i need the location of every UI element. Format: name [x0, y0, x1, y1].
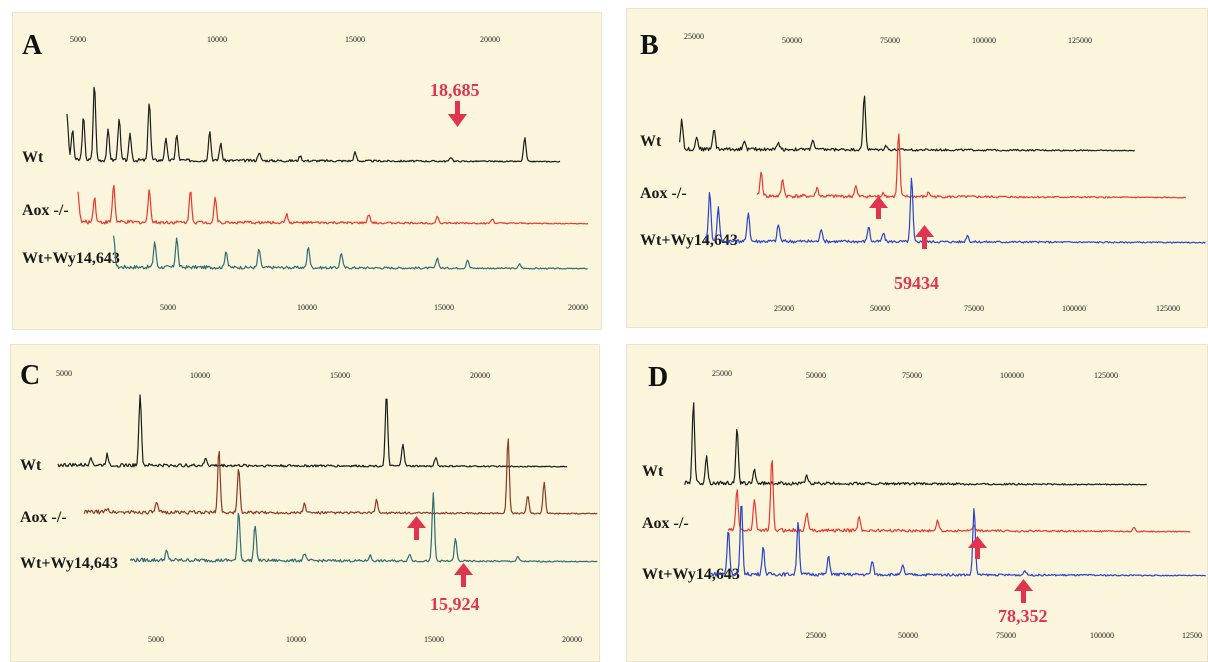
panel-d: D 25000 50000 75000 100000 125000 25000 … — [626, 344, 1208, 662]
spectrum-trace-wt — [66, 86, 561, 163]
tick-label: 5000 — [70, 35, 86, 44]
peak-annotation: 78,352 — [998, 606, 1048, 626]
tick-label: 15000 — [330, 371, 350, 380]
panel-letter: B — [640, 30, 659, 61]
series-label-aox: Aox -/- — [22, 202, 69, 219]
panel-a: A 5000 10000 15000 20000 5000 10000 1500… — [12, 12, 602, 330]
bottom-axis-ticks: 25000 50000 75000 100000 125000 — [774, 304, 1180, 313]
series-label-wt: Wt — [22, 149, 44, 166]
tick-label: 75000 — [902, 371, 922, 380]
panel-letter: D — [648, 362, 668, 393]
tick-label: 125000 — [1068, 36, 1092, 45]
series-label-wt-wy: Wt+Wy14,643 — [20, 555, 118, 572]
tick-label: 75000 — [880, 36, 900, 45]
series-label-aox: Aox -/- — [20, 509, 67, 526]
tick-label: 5000 — [148, 635, 164, 644]
tick-label: 15000 — [434, 303, 454, 312]
spectrum-trace-wt — [679, 95, 1135, 152]
tick-label: 50000 — [806, 371, 826, 380]
up-arrow-icon — [1014, 579, 1033, 603]
tick-label: 15000 — [345, 35, 365, 44]
panel-letter: A — [22, 30, 43, 61]
tick-label: 100000 — [1000, 371, 1024, 380]
spectrum-trace-wt — [684, 402, 1147, 486]
panel-d-svg: D 25000 50000 75000 100000 125000 25000 … — [642, 362, 1206, 640]
tick-label: 125000 — [1156, 304, 1180, 313]
peak-annotation: 18,685 — [430, 80, 480, 100]
tick-label: 20000 — [568, 303, 588, 312]
spectrum-trace-aox — [756, 133, 1187, 199]
panel-b: B 25000 50000 75000 100000 125000 25000 … — [626, 8, 1208, 328]
series-label-wt: Wt — [642, 463, 664, 480]
panel-b-svg: B 25000 50000 75000 100000 125000 25000 … — [640, 30, 1206, 313]
tick-label: 25000 — [684, 32, 704, 41]
spectrum-trace-aox — [77, 184, 589, 225]
spectrum-trace-aox — [83, 438, 598, 515]
tick-label: 50000 — [870, 304, 890, 313]
up-arrow-icon — [454, 563, 473, 587]
bottom-axis-ticks: 5000 10000 15000 20000 — [148, 635, 582, 644]
series-label-wt: Wt — [20, 457, 42, 474]
tick-label: 25000 — [806, 631, 826, 640]
spectrum-trace-wt-wy — [113, 235, 588, 270]
series-label-aox: Aox -/- — [642, 515, 689, 532]
peak-annotation: 59434 — [894, 273, 939, 293]
tick-label: 20000 — [562, 635, 582, 644]
spectrum-trace-aox — [727, 460, 1191, 533]
up-arrow-icon — [407, 516, 426, 540]
top-axis-ticks: 25000 50000 75000 100000 125000 — [684, 32, 1092, 45]
tick-label: 12500 — [1182, 631, 1202, 640]
tick-label: 50000 — [898, 631, 918, 640]
panel-a-svg: A 5000 10000 15000 20000 5000 10000 1500… — [22, 30, 589, 312]
tick-label: 5000 — [160, 303, 176, 312]
up-arrow-icon — [915, 225, 934, 249]
series-label-aox: Aox -/- — [640, 185, 687, 202]
tick-label: 100000 — [972, 36, 996, 45]
up-arrow-icon — [869, 196, 888, 219]
tick-label: 10000 — [286, 635, 306, 644]
bottom-axis-ticks: 5000 10000 15000 20000 — [160, 303, 588, 312]
panel-c-svg: C 5000 10000 15000 20000 5000 10000 1500… — [20, 360, 598, 644]
tick-label: 5000 — [56, 369, 72, 378]
spectrum-trace-wt-wy — [129, 492, 598, 563]
tick-label: 75000 — [964, 304, 984, 313]
top-axis-ticks: 5000 10000 15000 20000 — [56, 369, 490, 380]
tick-label: 100000 — [1090, 631, 1114, 640]
tick-label: 15000 — [424, 635, 444, 644]
top-axis-ticks: 25000 50000 75000 100000 125000 — [712, 369, 1118, 380]
panel-c: C 5000 10000 15000 20000 5000 10000 1500… — [10, 344, 600, 662]
tick-label: 20000 — [480, 35, 500, 44]
top-axis-ticks: 5000 10000 15000 20000 — [70, 35, 500, 44]
down-arrow-icon — [448, 101, 467, 127]
spectrum-trace-wt-wy — [704, 177, 1206, 244]
tick-label: 25000 — [712, 369, 732, 378]
tick-label: 75000 — [996, 631, 1016, 640]
series-label-wt-wy: Wt+Wy14,643 — [22, 250, 120, 267]
tick-label: 125000 — [1094, 371, 1118, 380]
tick-label: 100000 — [1062, 304, 1086, 313]
up-arrow-icon — [968, 536, 987, 559]
tick-label: 20000 — [470, 371, 490, 380]
tick-label: 10000 — [207, 35, 227, 44]
tick-label: 50000 — [782, 36, 802, 45]
series-label-wt-wy: Wt+Wy14,643 — [640, 232, 738, 249]
spectrum-trace-wt-wy — [710, 505, 1206, 577]
series-label-wt-wy: Wt+Wy14,643 — [642, 566, 740, 583]
spectrum-trace-wt — [57, 394, 568, 468]
tick-label: 25000 — [774, 304, 794, 313]
series-label-wt: Wt — [640, 133, 662, 150]
bottom-axis-ticks: 25000 50000 75000 100000 12500 — [806, 631, 1202, 640]
tick-label: 10000 — [190, 371, 210, 380]
peak-annotation: 15,924 — [430, 594, 480, 614]
panel-letter: C — [20, 360, 40, 391]
tick-label: 10000 — [297, 303, 317, 312]
